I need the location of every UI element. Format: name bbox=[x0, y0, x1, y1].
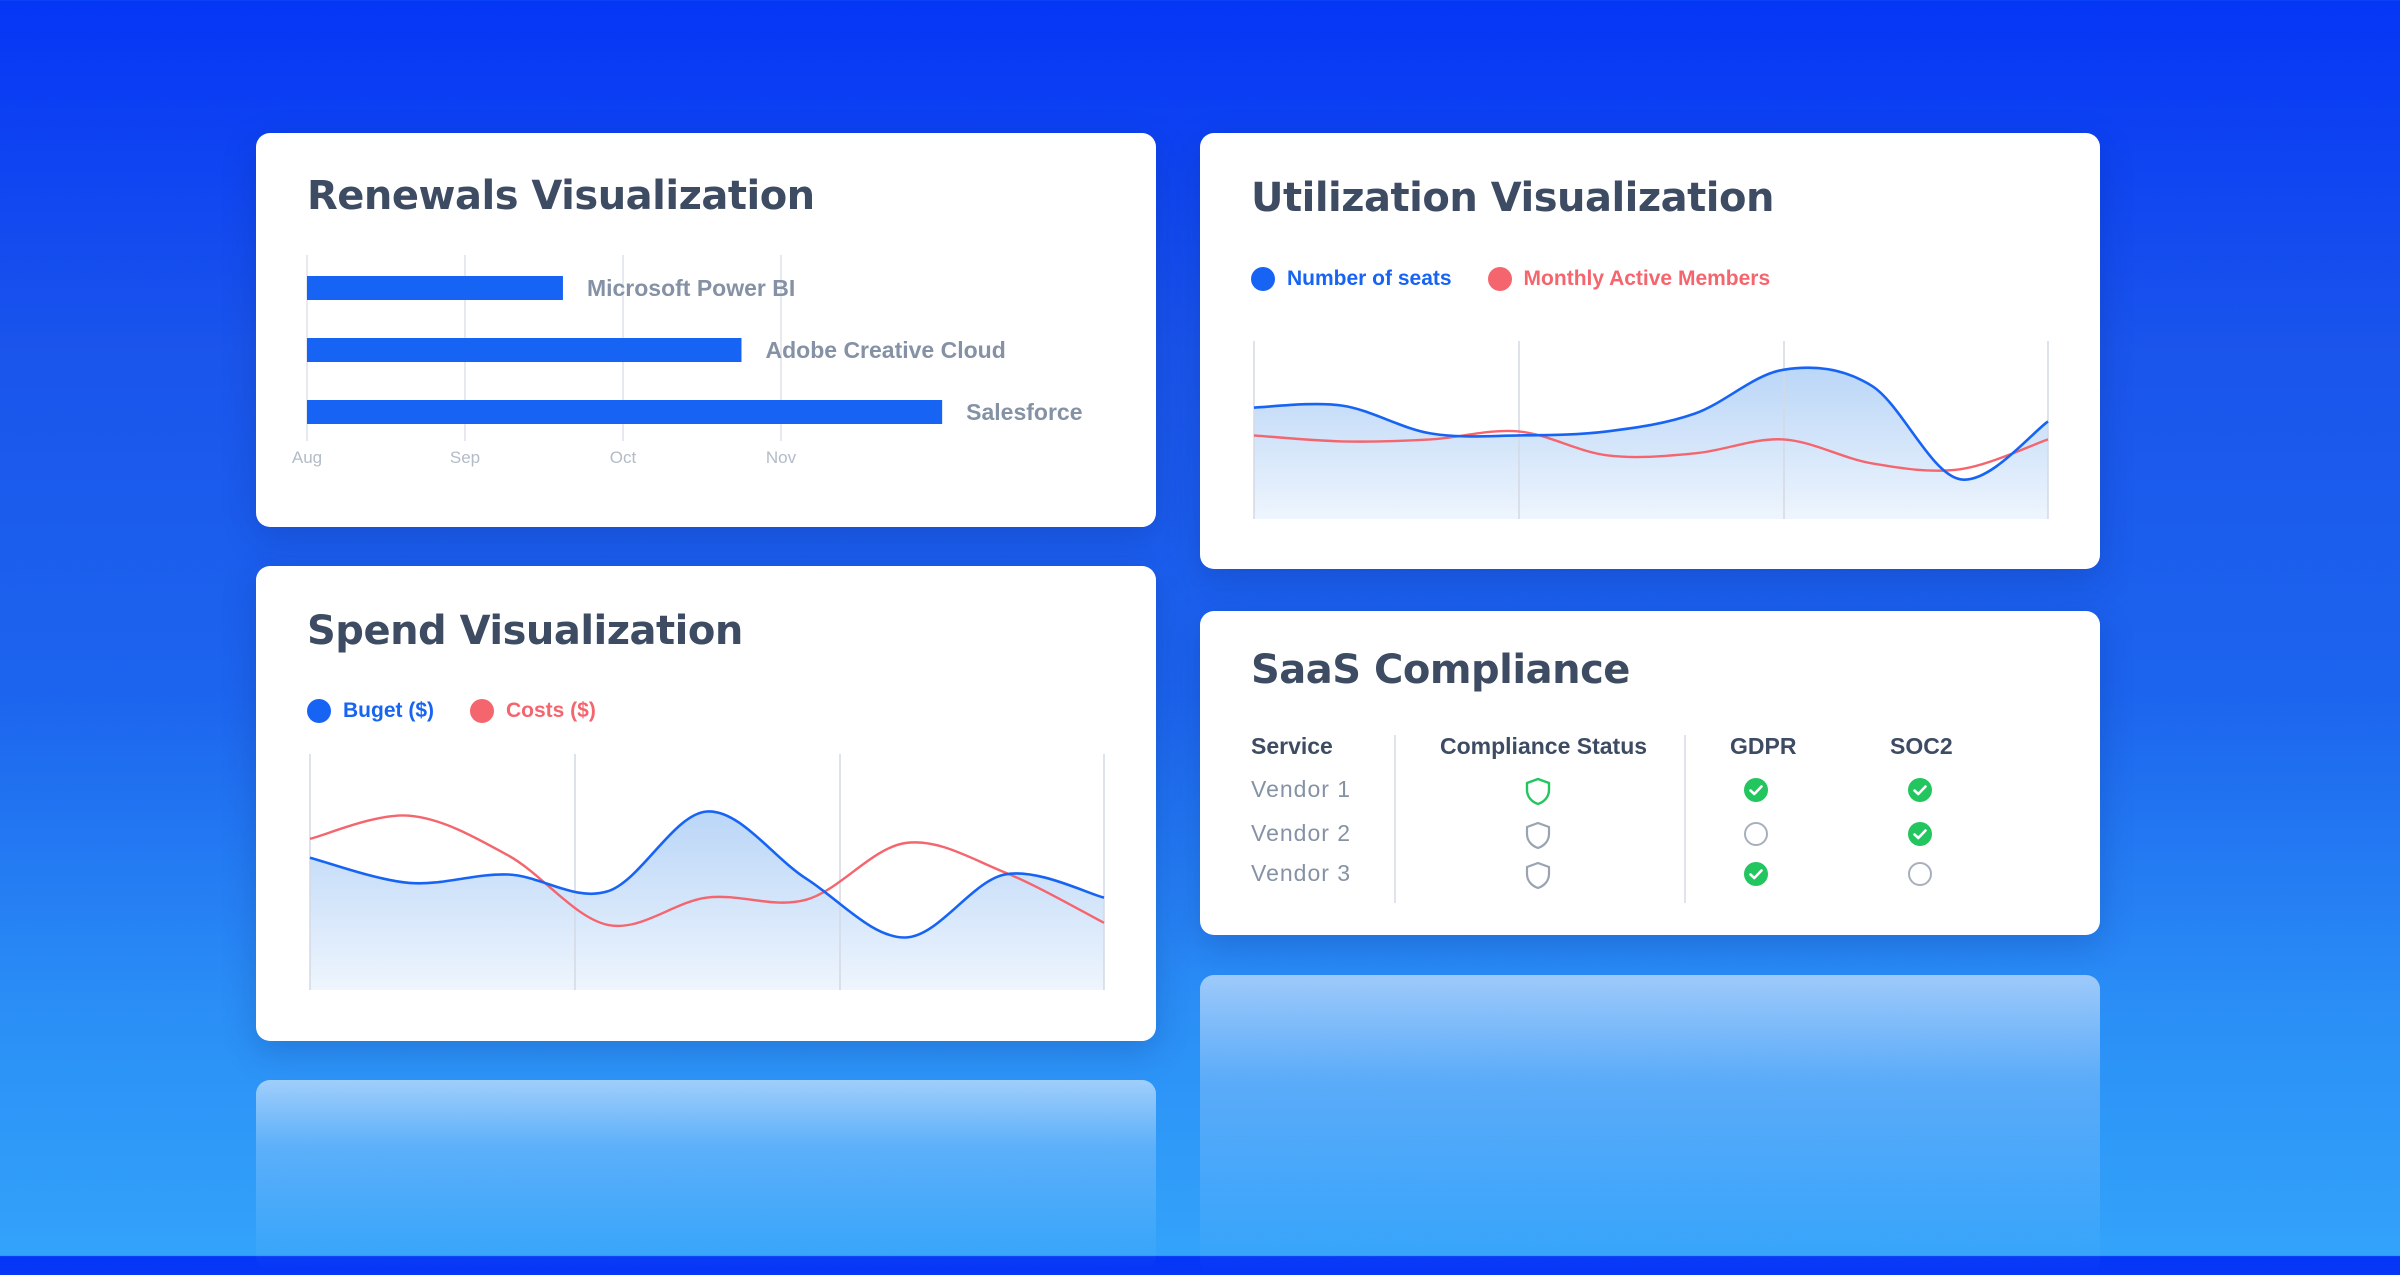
column-divider bbox=[1394, 735, 1396, 903]
shield-icon bbox=[1525, 861, 1551, 890]
spend-title: Spend Visualization bbox=[307, 608, 743, 654]
legend-dot-red bbox=[1487, 267, 1512, 291]
bar bbox=[307, 400, 943, 424]
x-tick-label: Oct bbox=[610, 448, 637, 467]
placeholder-card bbox=[1200, 975, 2100, 1275]
spend-legend: Buget ($) Costs ($) bbox=[307, 699, 632, 723]
legend-dot-blue bbox=[307, 699, 331, 723]
series-line-red bbox=[1253, 429, 2049, 472]
renewals-title: Renewals Visualization bbox=[307, 173, 815, 219]
check-circle-icon bbox=[1744, 862, 1768, 886]
utilization-card: Utilization Visualization Number of seat… bbox=[1200, 133, 2100, 569]
bar-label: Salesforce bbox=[966, 399, 1082, 425]
header-gdpr: GDPR bbox=[1730, 733, 1797, 759]
bar-label: Microsoft Power BI bbox=[587, 275, 795, 301]
x-tick-label: Aug bbox=[292, 448, 322, 467]
row-service-label: Vendor 2 bbox=[1251, 820, 1352, 846]
legend-item-seats: Number of seats bbox=[1251, 267, 1452, 291]
shield-icon bbox=[1525, 777, 1551, 806]
bar bbox=[307, 338, 742, 362]
series-area-fill bbox=[310, 811, 1104, 990]
spend-chart bbox=[309, 754, 1105, 990]
check-circle-icon bbox=[1744, 778, 1768, 802]
utilization-chart bbox=[1253, 341, 2049, 519]
series-line-blue bbox=[309, 810, 1105, 939]
utilization-title: Utilization Visualization bbox=[1251, 175, 1774, 221]
legend-dot-blue bbox=[1251, 267, 1275, 291]
shield-icon bbox=[1525, 821, 1551, 850]
column-divider bbox=[1684, 735, 1686, 903]
legend-label-seats: Number of seats bbox=[1287, 267, 1452, 290]
legend-label-costs: Costs ($) bbox=[506, 699, 596, 722]
bar-label: Adobe Creative Cloud bbox=[766, 337, 1006, 363]
legend-item-budget: Buget ($) bbox=[307, 699, 434, 723]
series-line-blue bbox=[1253, 366, 2049, 481]
header-service: Service bbox=[1251, 733, 1333, 759]
legend-label-members: Monthly Active Members bbox=[1523, 267, 1771, 290]
x-tick-label: Nov bbox=[766, 448, 797, 467]
empty-circle-icon bbox=[1908, 862, 1932, 886]
legend-item-costs: Costs ($) bbox=[470, 699, 596, 723]
compliance-card: SaaS Compliance Service Compliance Statu… bbox=[1200, 611, 2100, 935]
compliance-title: SaaS Compliance bbox=[1251, 647, 1630, 693]
header-soc2: SOC2 bbox=[1890, 733, 1953, 759]
empty-circle-icon bbox=[1744, 822, 1768, 846]
utilization-legend: Number of seats Monthly Active Members bbox=[1251, 267, 1806, 291]
legend-label-budget: Buget ($) bbox=[343, 699, 434, 722]
placeholder-card bbox=[256, 1080, 1156, 1270]
x-tick-label: Sep bbox=[450, 448, 480, 467]
series-area-fill bbox=[1254, 367, 2048, 519]
series-line-red bbox=[309, 814, 1105, 928]
renewals-card: Renewals Visualization Aug Sep Oct Nov Micro… bbox=[256, 133, 1156, 527]
spend-card: Spend Visualization Buget ($) Costs ($) bbox=[256, 566, 1156, 1041]
row-service-label: Vendor 3 bbox=[1251, 860, 1352, 886]
row-service-label: Vendor 1 bbox=[1251, 776, 1352, 802]
check-circle-icon bbox=[1908, 822, 1932, 846]
legend-dot-red bbox=[470, 699, 494, 723]
bar bbox=[307, 276, 563, 300]
check-circle-icon bbox=[1908, 778, 1932, 802]
renewals-chart: Aug Sep Oct Nov Microsoft Power BI Adobe Crea… bbox=[292, 255, 1083, 467]
header-compliance-status: Compliance Status bbox=[1440, 733, 1648, 759]
legend-item-members: Monthly Active Members bbox=[1487, 267, 1771, 291]
